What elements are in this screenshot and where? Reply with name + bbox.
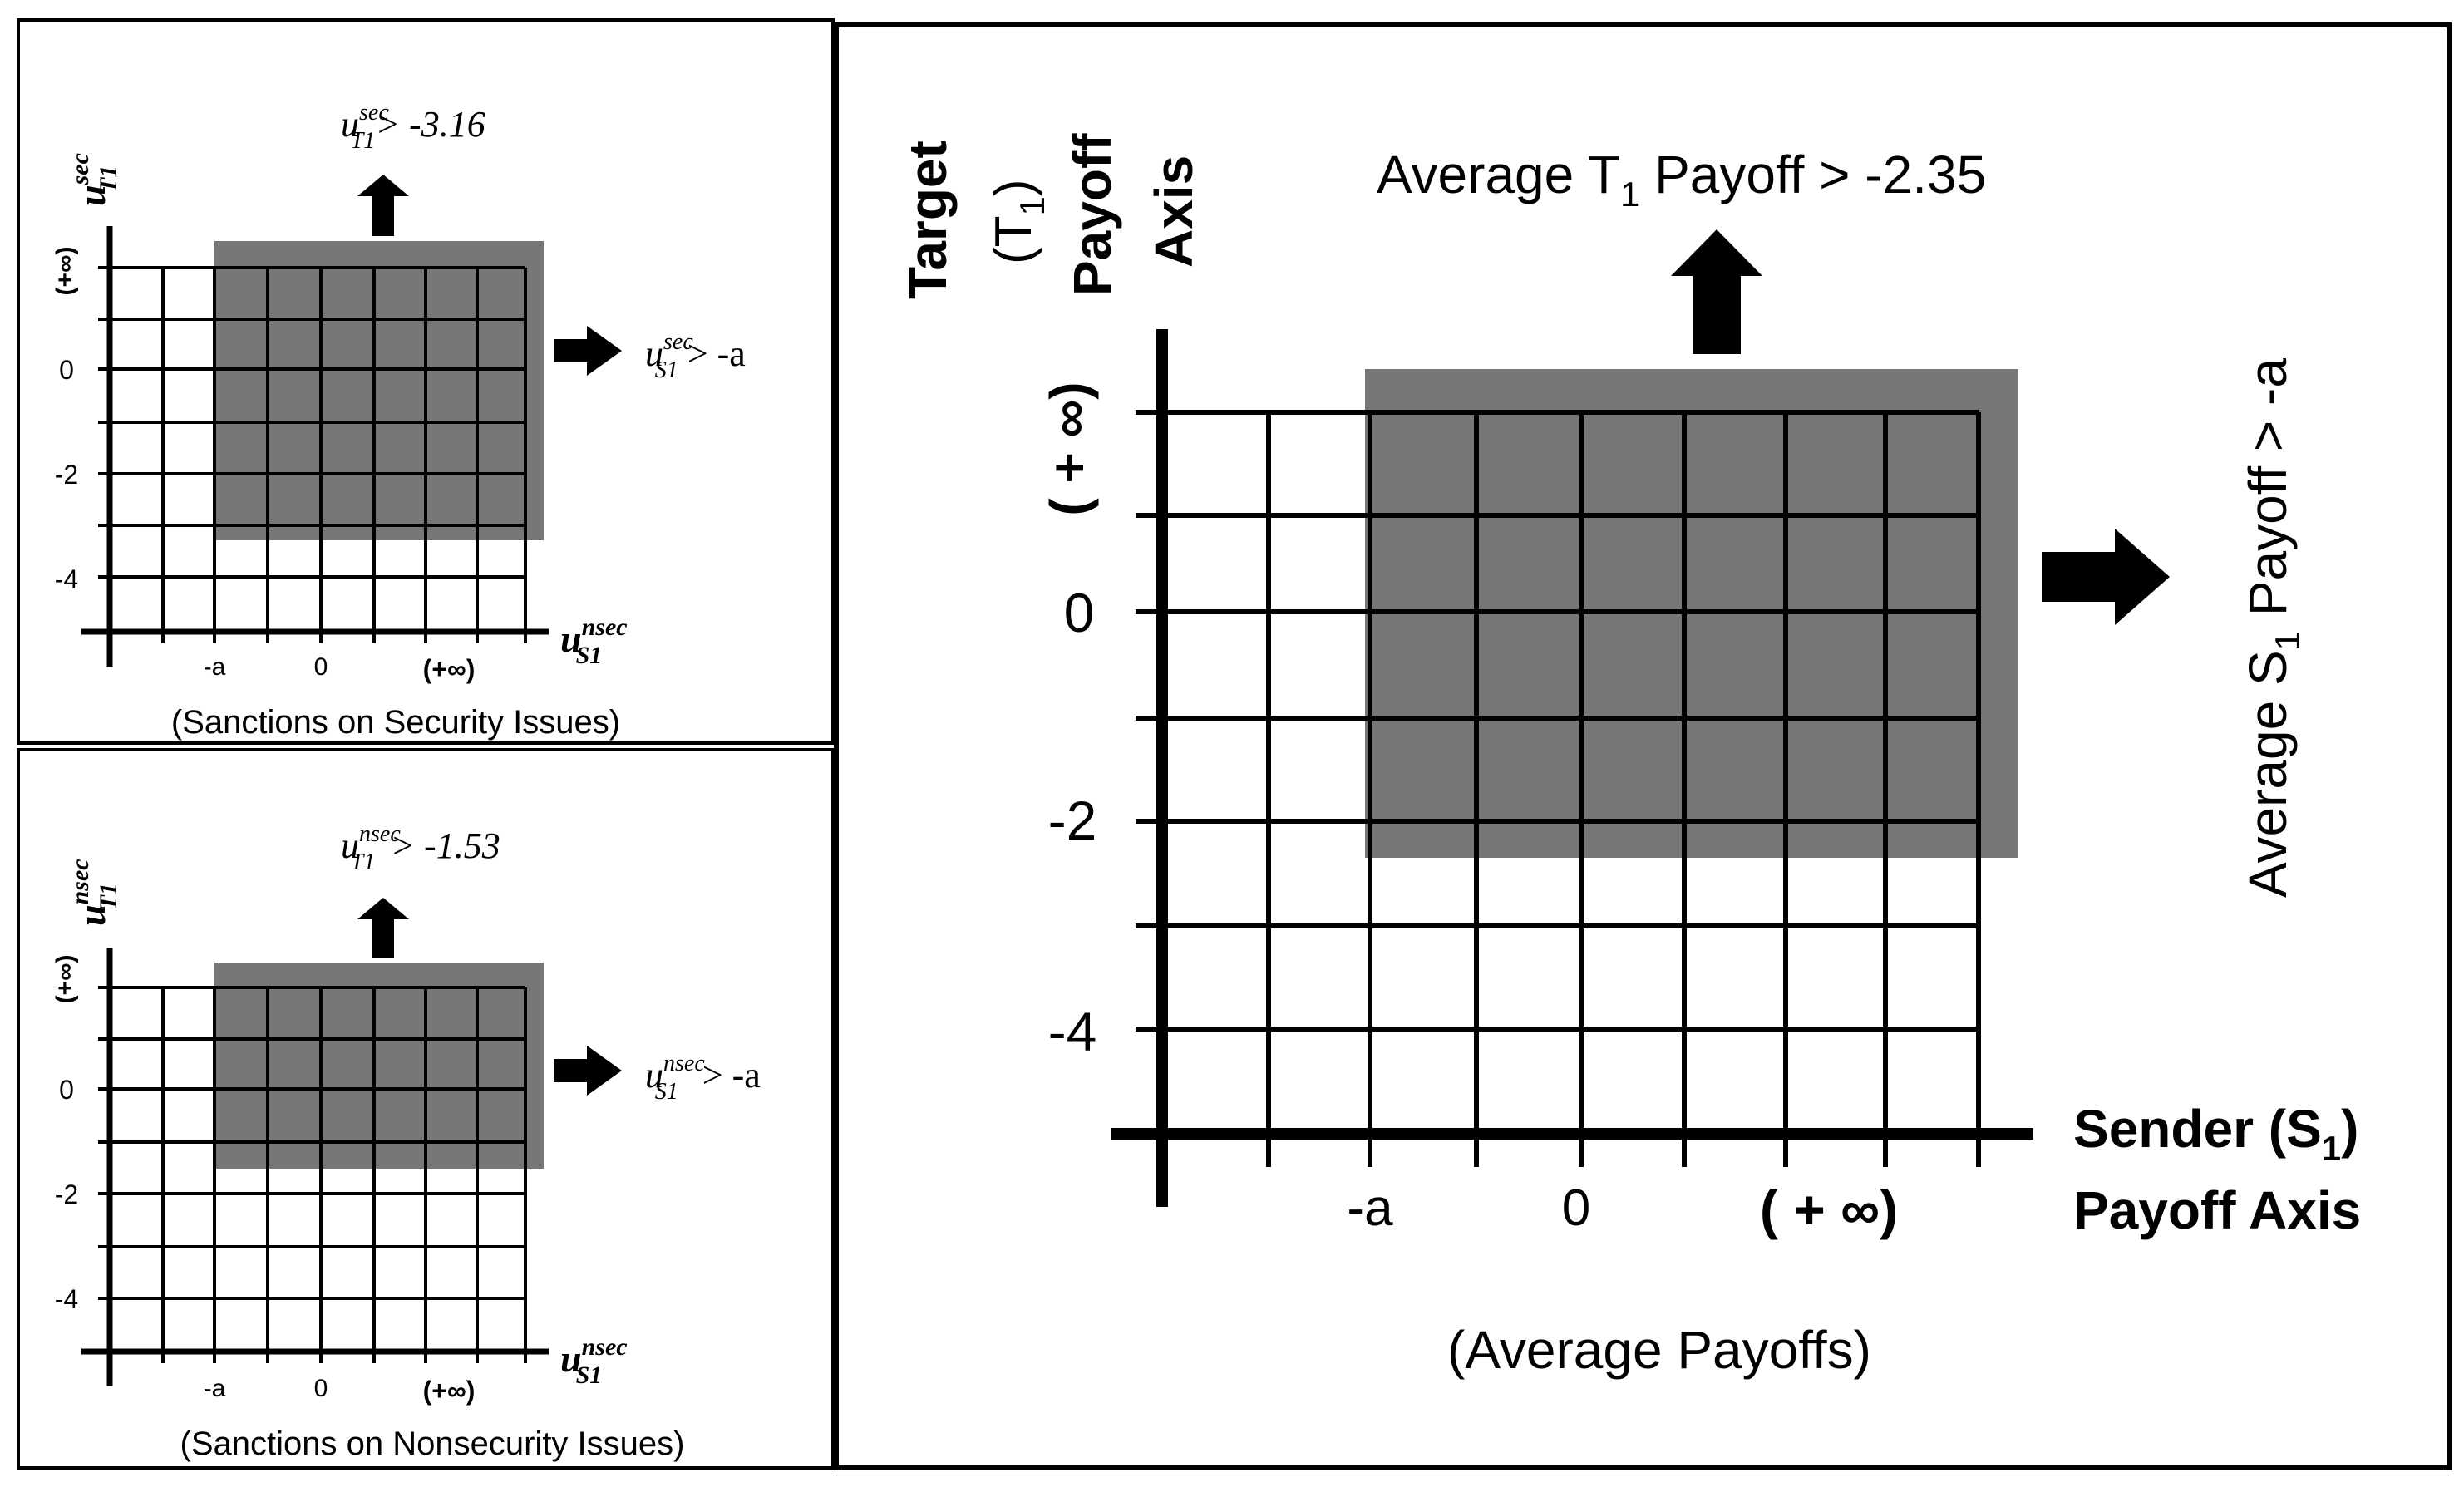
nonsecurity-x-axis-label: unsec S1 <box>560 1333 628 1389</box>
security-x-tick-0: 0 <box>314 653 328 681</box>
security-feasible-region <box>214 241 544 540</box>
security-y-tick-minus4: -4 <box>55 564 78 594</box>
nonsecurity-y-tick-minus2: -2 <box>55 1179 78 1209</box>
security-caption: (Sanctions on Security Issues) <box>171 704 620 741</box>
security-right-arrow <box>554 326 622 376</box>
security-x-axis-label: unsec S1 <box>560 613 628 669</box>
average-x-tick-0: 0 <box>1562 1179 1590 1237</box>
average-y-axis-label-axis: Axis <box>1144 155 1204 268</box>
nonsecurity-up-arrow <box>357 898 409 958</box>
nonsecurity-y-axis-label: unsecT1 <box>67 859 122 926</box>
average-right-arrow <box>2042 529 2170 625</box>
security-y-tick-0: 0 <box>59 355 74 385</box>
average-y-axis-label-target: Target <box>898 140 958 299</box>
average-right-condition: Average S1 Payoff > -a <box>2238 358 2307 898</box>
security-right-condition: usec S1 > -a <box>645 329 746 383</box>
average-up-arrow <box>1671 229 1762 354</box>
security-y-axis-label: usecT1 <box>67 153 122 206</box>
security-y-tick-inf: (+∞) <box>52 247 79 296</box>
nonsecurity-y-tick-minus4: -4 <box>55 1284 78 1314</box>
nonsecurity-x-tick-inf: (+∞) <box>423 1376 476 1406</box>
nonsecurity-panel: (+∞) 0 -2 -4 -a 0 (+∞) unsec T1 > -1.53 un… <box>52 821 761 1462</box>
average-y-axis-label-t1: (T1) <box>985 179 1052 264</box>
nonsecurity-panel-frame <box>17 748 835 1470</box>
average-x-tick-inf: ( + ∞) <box>1760 1179 1898 1240</box>
nonsecurity-y-tick-0: 0 <box>59 1075 74 1105</box>
average-panel: ( + ∞) 0 -2 -4 -a 0 ( + ∞) Average T1 Pa… <box>898 133 2361 1380</box>
nonsecurity-top-condition: unsec T1 > -1.53 <box>341 821 500 875</box>
average-y-tick-minus2: -2 <box>1048 790 1097 851</box>
nonsecurity-x-tick-0: 0 <box>314 1375 328 1402</box>
security-panel: (+∞) 0 -2 -4 -a 0 (+∞) usec T1> -3.16 use… <box>52 100 746 741</box>
average-x-axis-label-sender: Sender (S1) <box>2073 1099 2358 1168</box>
nonsecurity-caption: (Sanctions on Nonsecurity Issues) <box>180 1426 685 1462</box>
average-top-condition: Average T1 Payoff > -2.35 <box>1377 145 1986 214</box>
average-x-axis-label-payoff-axis: Payoff Axis <box>2073 1180 2361 1240</box>
security-panel-frame <box>17 18 835 745</box>
average-x-tick-minus-a: -a <box>1347 1179 1393 1237</box>
average-y-axis-label-payoff: Payoff <box>1062 133 1122 296</box>
security-x-tick-minus-a: -a <box>204 653 226 681</box>
nonsecurity-feasible-region <box>214 963 544 1169</box>
average-panel-frame <box>834 22 2452 1470</box>
nonsecurity-right-condition: unsec S1 > -a <box>645 1051 761 1105</box>
average-y-tick-0: 0 <box>1064 582 1095 643</box>
nonsecurity-y-tick-inf: (+∞) <box>52 955 79 1004</box>
average-y-tick-inf: ( + ∞) <box>1039 382 1099 515</box>
nonsecurity-right-arrow <box>554 1046 622 1096</box>
average-caption: (Average Payoffs) <box>1447 1320 1871 1380</box>
average-y-tick-minus4: -4 <box>1048 1001 1097 1062</box>
nonsecurity-x-tick-minus-a: -a <box>204 1375 226 1402</box>
nonsecurity-grid <box>98 986 527 1363</box>
security-up-arrow <box>357 175 409 236</box>
security-x-tick-inf: (+∞) <box>423 654 476 684</box>
security-y-tick-minus2: -2 <box>55 460 78 490</box>
security-top-condition: usec T1> -3.16 <box>341 100 485 154</box>
